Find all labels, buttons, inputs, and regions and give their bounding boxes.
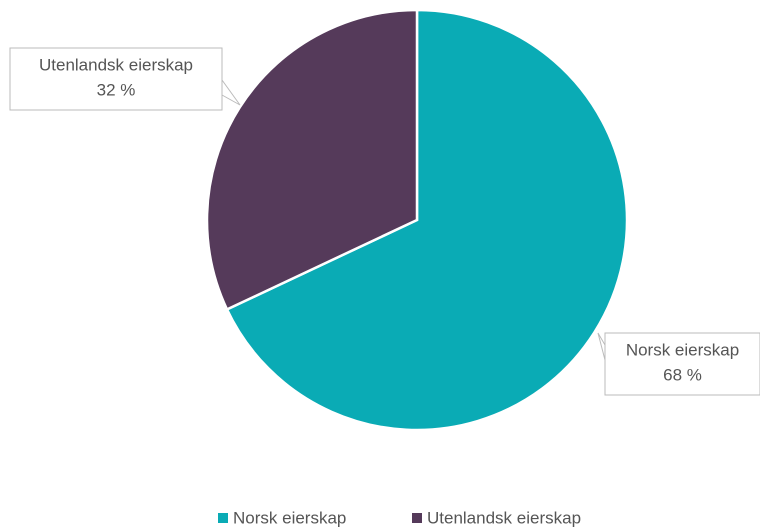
callout-mask xyxy=(220,80,222,95)
callout-mask xyxy=(605,345,607,360)
callout-box xyxy=(9,47,223,111)
data-label-name: Norsk eierskap xyxy=(626,340,739,359)
data-label-name: Utenlandsk eierskap xyxy=(39,55,193,74)
pie-slice xyxy=(205,8,419,312)
legend-label: Utenlandsk eierskap xyxy=(427,508,581,527)
callout-pointer xyxy=(221,79,241,106)
legend-label: Norsk eierskap xyxy=(233,508,346,527)
data-label-value: 68 % xyxy=(663,365,702,384)
pie-slice xyxy=(225,8,629,432)
legend-swatch xyxy=(412,513,422,523)
legend-swatch xyxy=(218,513,228,523)
callout-pointer xyxy=(597,332,606,361)
data-label-value: 32 % xyxy=(97,80,136,99)
callout-box xyxy=(604,332,760,396)
